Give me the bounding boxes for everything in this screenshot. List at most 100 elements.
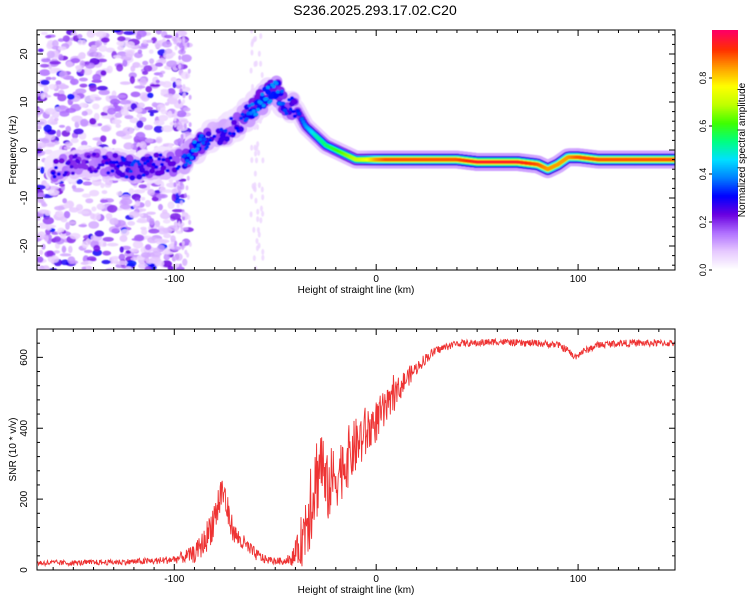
ridge-point <box>281 101 286 106</box>
noise-blob <box>81 240 89 249</box>
ridge-point <box>89 169 94 174</box>
colorbar-swatch <box>712 116 738 119</box>
noise-blob <box>118 253 126 261</box>
noise-blob <box>177 31 181 37</box>
colorbar-swatch <box>712 150 738 153</box>
noise-blob <box>183 193 187 199</box>
noise-blob <box>40 166 45 174</box>
noise-blob <box>151 102 158 108</box>
noise-blob <box>109 98 121 105</box>
ridge-point <box>199 133 204 138</box>
noise-blob <box>161 260 173 268</box>
ridge-point <box>236 129 241 133</box>
colorbar-swatch <box>712 110 738 113</box>
noise-blob <box>160 88 169 93</box>
noise-blob <box>69 78 79 85</box>
noise-blob <box>182 84 186 90</box>
noise-blob <box>131 237 143 242</box>
noise-blob <box>73 128 84 135</box>
noise-blob <box>101 259 111 265</box>
colorbar-swatch <box>712 120 738 123</box>
noise-blob <box>181 54 185 60</box>
noise-blob <box>120 198 133 205</box>
noise-blob <box>128 211 140 219</box>
noise-blob <box>156 193 168 199</box>
ridge-point <box>212 134 217 139</box>
noise-blob <box>171 188 178 195</box>
noise-blob <box>181 138 185 144</box>
noise-blob <box>171 209 184 213</box>
noise-blob <box>122 126 135 135</box>
noise-blob <box>179 263 183 269</box>
colorbar-swatch <box>712 52 738 55</box>
colorbar-swatch <box>712 200 738 203</box>
colorbar-swatch <box>712 174 738 177</box>
noise-blob <box>259 33 263 40</box>
ridge-point <box>114 160 119 165</box>
noise-blob <box>37 231 46 240</box>
noise-blob <box>185 185 189 191</box>
noise-blob <box>163 93 174 98</box>
ridge-point <box>96 166 101 170</box>
ridge-point <box>231 119 238 126</box>
noise-blob <box>53 236 62 243</box>
noise-blob <box>128 188 135 195</box>
noise-blob <box>128 72 137 79</box>
noise-blob <box>81 110 88 116</box>
noise-blob <box>96 203 105 210</box>
colorbar-swatch <box>712 260 738 263</box>
colorbar-swatch <box>712 108 738 111</box>
colorbar-swatch <box>712 38 738 41</box>
noise-blob <box>187 68 191 74</box>
noise-blob <box>117 36 126 42</box>
noise-blob <box>163 233 172 239</box>
noise-blob <box>106 242 119 247</box>
noise-blob <box>186 42 190 48</box>
colorbar-swatch <box>712 254 738 257</box>
noise-blob <box>250 144 254 151</box>
noise-blob <box>80 261 89 266</box>
ridge-point <box>192 140 197 144</box>
colorbar-swatch <box>712 172 738 175</box>
ridge-point <box>244 117 249 122</box>
colorbar-swatch <box>712 156 738 159</box>
colorbar-swatch <box>712 94 738 97</box>
noise-blob <box>159 73 164 78</box>
colorbar-swatch <box>712 100 738 103</box>
ridge-point <box>289 96 294 100</box>
ridge-point <box>143 161 148 166</box>
noise-blob <box>174 45 178 51</box>
ridge-point <box>136 174 143 180</box>
noise-blob <box>149 58 155 64</box>
noise-blob <box>158 260 165 267</box>
noise-blob <box>94 230 105 237</box>
noise-blob <box>125 250 132 254</box>
ridge-point <box>170 160 177 167</box>
noise-blob <box>83 249 93 254</box>
noise-blob <box>181 45 185 51</box>
ridge-point <box>282 108 287 113</box>
snr-y-tick-label: 600 <box>19 349 30 366</box>
noise-blob <box>67 93 75 100</box>
ridge-point <box>87 167 92 171</box>
noise-blob <box>172 81 177 89</box>
noise-blob <box>182 227 189 231</box>
colorbar-swatch <box>712 180 738 183</box>
snr-series-line <box>37 337 675 568</box>
noise-blob <box>257 50 261 57</box>
noise-blob <box>65 108 77 113</box>
colorbar-swatch <box>712 54 738 57</box>
noise-blob <box>65 61 74 68</box>
noise-blob <box>55 80 62 85</box>
colorbar-swatch <box>712 76 738 79</box>
ridge-point <box>205 145 210 149</box>
noise-blob <box>147 92 154 99</box>
noise-blob <box>100 135 107 143</box>
noise-blob <box>188 94 192 100</box>
noise-blob <box>117 45 125 51</box>
noise-blob <box>57 93 67 102</box>
noise-blob <box>254 150 258 157</box>
ridge-point <box>86 154 91 159</box>
noise-blob <box>252 226 256 233</box>
noise-blob <box>44 133 56 141</box>
